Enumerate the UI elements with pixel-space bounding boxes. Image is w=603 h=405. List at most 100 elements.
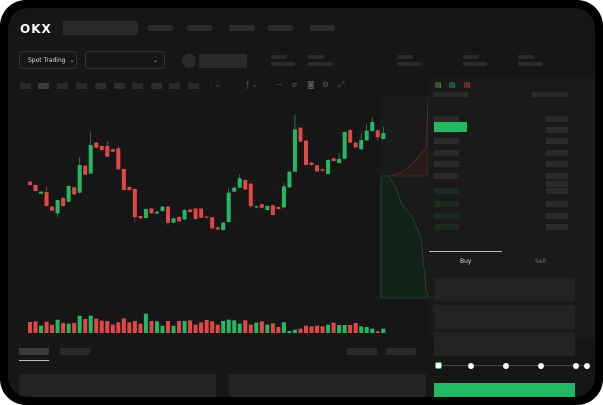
candle-body — [94, 142, 99, 148]
stat-label — [271, 55, 287, 59]
slider-step[interactable] — [584, 363, 590, 369]
timeframe-button[interactable] — [132, 83, 143, 89]
candle-body — [304, 140, 308, 165]
candle — [348, 129, 353, 144]
stat-label — [463, 55, 479, 59]
volume-bar — [83, 319, 88, 333]
bid-price — [434, 188, 459, 194]
buy-tab-indicator — [429, 251, 502, 252]
draw-tool-icon[interactable]: ⌀ — [292, 80, 297, 89]
volume-bar — [359, 326, 364, 333]
slider-step[interactable] — [468, 363, 474, 369]
settings-icon[interactable]: ⚙ — [322, 80, 330, 89]
tab-buy[interactable]: Buy — [460, 258, 472, 265]
volume-bar — [243, 320, 248, 333]
candle-type-icon[interactable]: ⫶ ⌄ — [210, 80, 222, 89]
volume-bar — [28, 322, 32, 333]
pair-dropdown[interactable]: ⌄ — [85, 51, 165, 69]
volume-bar — [331, 322, 336, 333]
candle — [331, 157, 336, 162]
filter-button[interactable] — [347, 348, 377, 355]
amount-slider-handle[interactable] — [435, 362, 442, 369]
screenshot-icon[interactable]: ◙ — [307, 80, 315, 89]
coin-icon — [182, 54, 196, 68]
ask-price — [434, 116, 459, 122]
candle — [182, 209, 187, 220]
filter-button[interactable] — [386, 348, 416, 355]
candle-body — [149, 208, 154, 214]
timeframe-button[interactable] — [169, 83, 180, 89]
okx-logo[interactable]: OKX — [20, 22, 52, 36]
volume-bar — [177, 321, 182, 333]
total-input[interactable] — [434, 332, 575, 356]
bid-size — [546, 188, 568, 194]
candlestick-chart[interactable] — [8, 88, 430, 338]
candle-body — [61, 198, 66, 206]
candle-body — [259, 204, 264, 208]
bids-only-icon[interactable]: ▤ — [449, 81, 456, 89]
nav-item[interactable] — [148, 25, 173, 31]
timeframe-button[interactable] — [57, 83, 68, 89]
both-sides-icon[interactable]: ▤ — [435, 81, 442, 89]
ask-size — [546, 116, 568, 122]
chevron-down-icon: ⌄ — [69, 56, 75, 64]
asks-only-icon[interactable]: ▤ — [464, 81, 471, 89]
candle — [88, 132, 93, 175]
candle — [154, 210, 159, 215]
trading-mode-dropdown[interactable]: Spot Trading ⌄ — [19, 51, 77, 69]
timeframe-button[interactable] — [188, 83, 199, 89]
candle — [298, 127, 303, 143]
timeframe-button-active[interactable] — [38, 83, 49, 89]
volume-bar — [221, 321, 226, 333]
slider-step[interactable] — [573, 363, 579, 369]
candle — [326, 159, 331, 175]
volume-bar — [132, 321, 137, 333]
candle — [44, 186, 49, 207]
candle — [232, 187, 237, 193]
search-bar[interactable] — [63, 21, 138, 35]
candle — [132, 188, 137, 222]
timeframe-button[interactable] — [114, 83, 125, 89]
volume-bar — [276, 327, 281, 333]
indicator-icon[interactable]: ƒ ⌄ — [246, 80, 259, 89]
volume-bar — [309, 326, 314, 333]
timeframe-button[interactable] — [151, 83, 162, 89]
candle — [265, 205, 270, 211]
price-input[interactable] — [434, 278, 575, 301]
order-book-header — [434, 92, 468, 97]
volume-bar — [287, 331, 292, 333]
volume-bar — [248, 324, 253, 333]
bid-size — [546, 213, 568, 219]
candle — [188, 209, 193, 213]
nav-item[interactable] — [268, 25, 293, 31]
candle — [237, 174, 242, 189]
buy-submit-button[interactable] — [434, 383, 575, 397]
timeframe-button[interactable] — [20, 83, 31, 89]
tab-order-history[interactable] — [60, 348, 90, 355]
candle-body — [177, 217, 182, 222]
fullscreen-icon[interactable]: ⤢ — [338, 80, 345, 89]
ask-price — [434, 173, 459, 179]
nav-item[interactable] — [310, 25, 335, 31]
volume-bar — [232, 320, 237, 333]
candle-body — [248, 183, 253, 206]
candle-body — [364, 130, 369, 141]
candle — [149, 207, 154, 214]
candle — [94, 142, 99, 149]
amount-input[interactable] — [434, 305, 575, 329]
tab-open-orders[interactable] — [19, 348, 49, 355]
nav-item[interactable] — [187, 25, 212, 31]
nav-item[interactable] — [229, 25, 255, 31]
candle — [193, 208, 198, 220]
candle-body — [237, 178, 242, 188]
candle — [353, 142, 358, 148]
candle — [315, 164, 320, 172]
slider-step[interactable] — [503, 363, 509, 369]
tab-sell[interactable]: Sell — [535, 258, 546, 265]
timeframe-button[interactable] — [76, 83, 87, 89]
slider-step[interactable] — [538, 363, 544, 369]
candle-body — [221, 222, 226, 230]
amount-slider-track[interactable] — [438, 365, 588, 366]
timeframe-button[interactable] — [95, 83, 106, 89]
line-tool-icon[interactable]: ∼ — [276, 80, 283, 89]
